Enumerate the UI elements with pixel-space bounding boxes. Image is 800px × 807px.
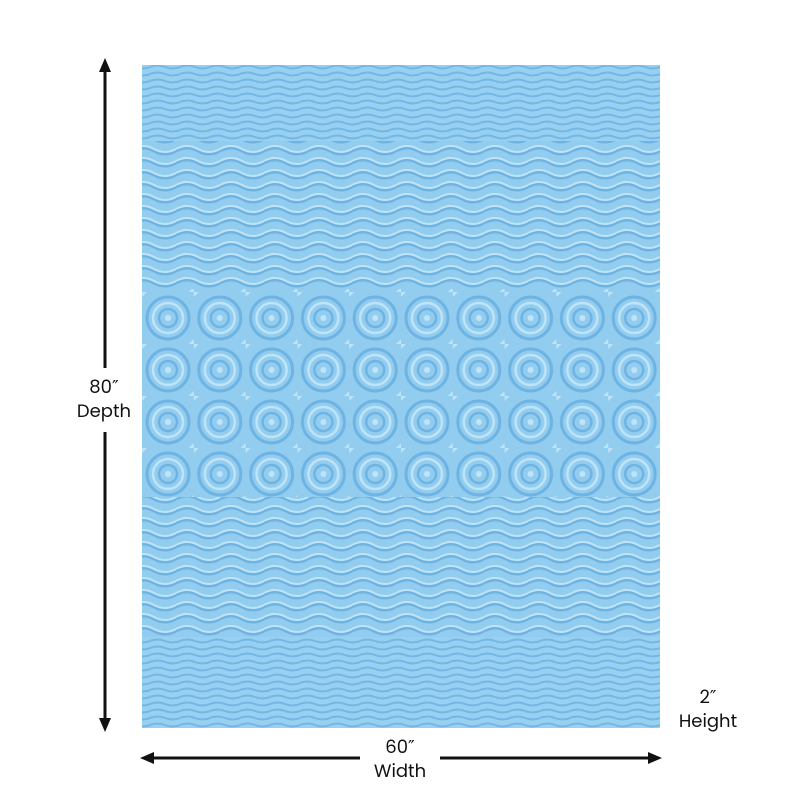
- mattress-topper: [142, 65, 660, 728]
- depth-label: Depth: [77, 399, 131, 424]
- width-size: 60″: [385, 735, 415, 760]
- height-size: 2″: [699, 685, 716, 710]
- depth-size: 80″: [89, 375, 119, 400]
- width-label: Width: [374, 759, 426, 784]
- height-label: Height: [679, 709, 737, 734]
- depth-arrow: [99, 58, 111, 732]
- width-arrow: [140, 752, 662, 764]
